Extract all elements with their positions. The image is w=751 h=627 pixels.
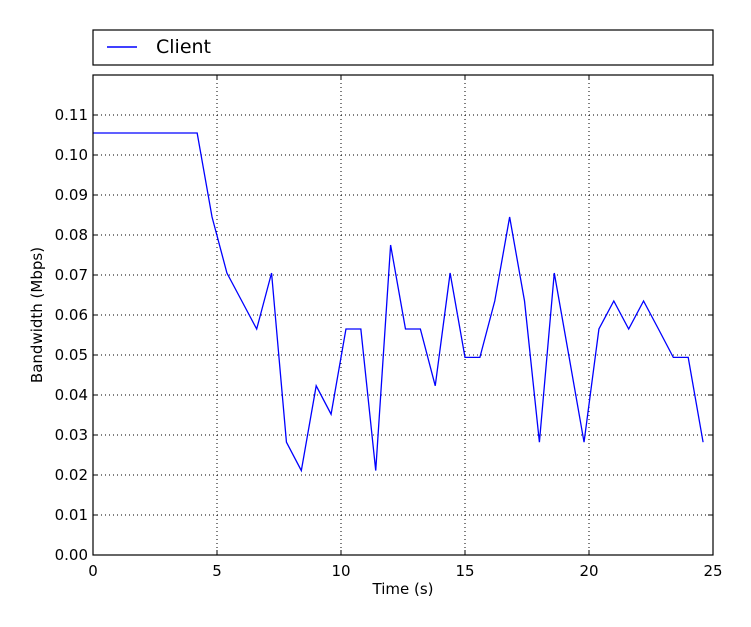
- data-point: [405, 328, 406, 329]
- data-point: [435, 385, 436, 386]
- data-point: [390, 244, 391, 245]
- data-point: [226, 272, 227, 273]
- data-point: [360, 328, 361, 329]
- data-point: [256, 328, 257, 329]
- y-tick-label: 0.07: [55, 266, 88, 284]
- data-point: [345, 328, 346, 329]
- y-tick-label: 0.04: [55, 386, 88, 404]
- plot-frame: [92, 74, 714, 556]
- data-point: [271, 272, 272, 273]
- legend-box: [92, 29, 714, 66]
- data-point: [211, 216, 212, 217]
- data-point: [628, 328, 629, 329]
- data-point: [420, 328, 421, 329]
- y-tick-label: 0.06: [55, 306, 88, 324]
- data-point: [301, 470, 302, 471]
- data-point: [583, 442, 584, 443]
- x-tick-label: 5: [212, 562, 222, 580]
- y-tick-label: 0.11: [55, 106, 88, 124]
- data-point: [494, 300, 495, 301]
- data-point: [450, 272, 451, 273]
- y-tick-label: 0.02: [55, 466, 88, 484]
- x-tick-label: 15: [455, 562, 474, 580]
- data-point: [375, 470, 376, 471]
- data-point: [613, 300, 614, 301]
- data-point: [330, 414, 331, 415]
- data-point: [464, 357, 465, 358]
- data-point: [524, 300, 525, 301]
- legend-label-client: Client: [156, 36, 211, 58]
- data-point: [673, 357, 674, 358]
- data-point: [479, 357, 480, 358]
- data-point: [688, 357, 689, 358]
- data-point: [539, 442, 540, 443]
- y-tick-label: 0.05: [55, 346, 88, 364]
- series-layer: [93, 132, 704, 473]
- y-tick-label: 0.01: [55, 506, 88, 524]
- data-point: [643, 300, 644, 301]
- y-tick-label: 0.03: [55, 426, 88, 444]
- y-tick-label: 0.08: [55, 226, 88, 244]
- x-axis-label: Time (s): [372, 580, 434, 598]
- data-point: [569, 357, 570, 358]
- grid-lines: [93, 75, 713, 555]
- tick-labels: 0 5 10 15 20 25 0.00 0.01 0.02 0.03 0.04 0.05 0.06 0.…: [55, 106, 723, 580]
- data-point: [598, 328, 599, 329]
- data-point: [197, 132, 198, 133]
- y-axis-label: Bandwidth (Mbps): [28, 247, 46, 383]
- data-point: [509, 216, 510, 217]
- series-line-client: [93, 132, 704, 473]
- data-point: [241, 300, 242, 301]
- y-tick-label: 0.00: [55, 546, 88, 564]
- x-tick-label: 20: [579, 562, 598, 580]
- y-tick-label: 0.10: [55, 146, 88, 164]
- data-point: [658, 328, 659, 329]
- x-tick-label: 10: [331, 562, 350, 580]
- data-point: [702, 442, 703, 443]
- data-point: [286, 442, 287, 443]
- legend: Client: [92, 29, 714, 66]
- x-tick-label: 25: [703, 562, 722, 580]
- y-tick-label: 0.09: [55, 186, 88, 204]
- x-tick-label: 0: [88, 562, 98, 580]
- data-point: [316, 385, 317, 386]
- data-point: [554, 272, 555, 273]
